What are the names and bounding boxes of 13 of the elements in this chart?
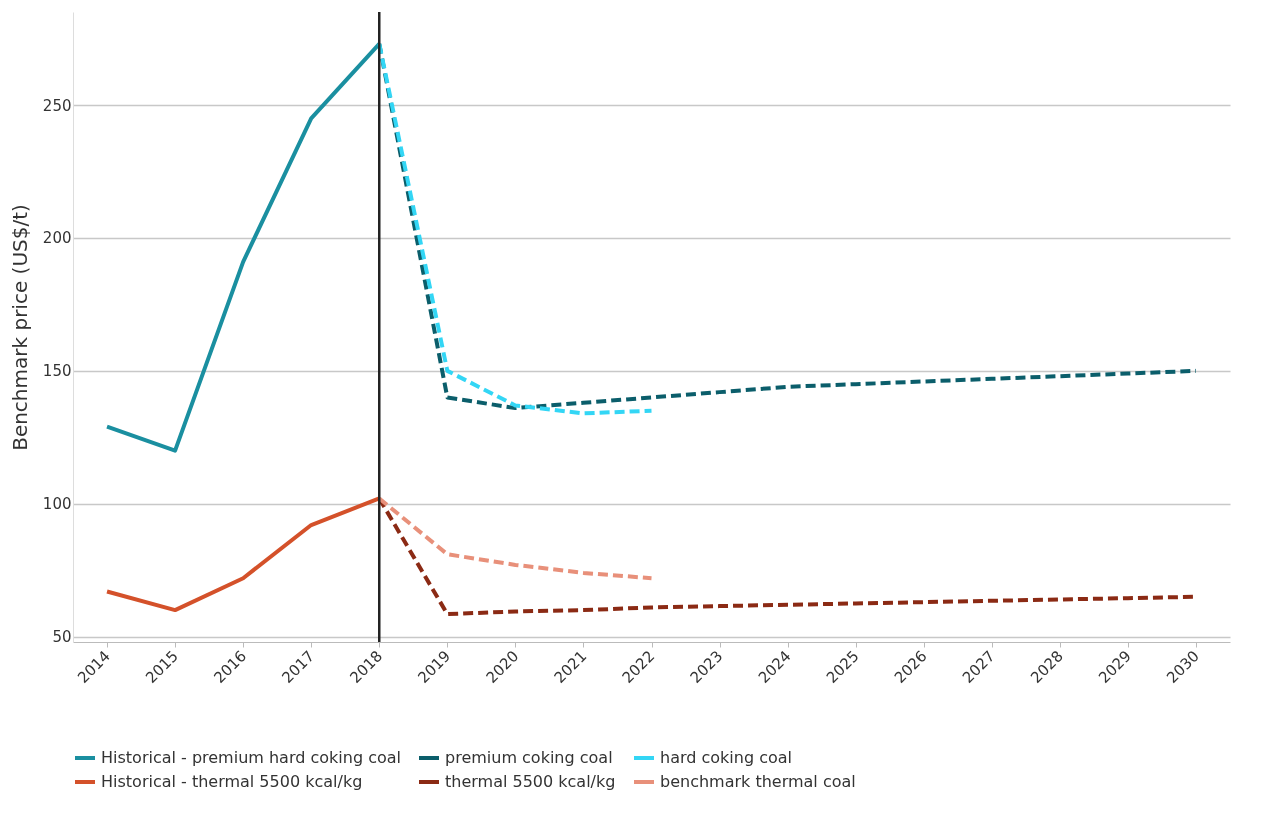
y-tick-label: 250 [42,96,72,115]
y-tick-label: 100 [42,495,72,514]
y-tick-label: 150 [42,362,72,381]
y-axis-title: Benchmark price (US$/t) [7,204,32,451]
legend-label: premium coking coal [445,748,613,767]
legend-label: Historical - thermal 5500 kcal/kg [101,772,363,791]
y-tick-label: 200 [42,229,72,248]
legend-label: thermal 5500 kcal/kg [445,772,616,791]
legend-label: hard coking coal [660,748,792,767]
legend-label: benchmark thermal coal [660,772,856,791]
line-series [377,41,654,416]
legend-label: Historical - premium hard coking coal [101,748,401,767]
y-tick-label: 50 [52,628,72,647]
